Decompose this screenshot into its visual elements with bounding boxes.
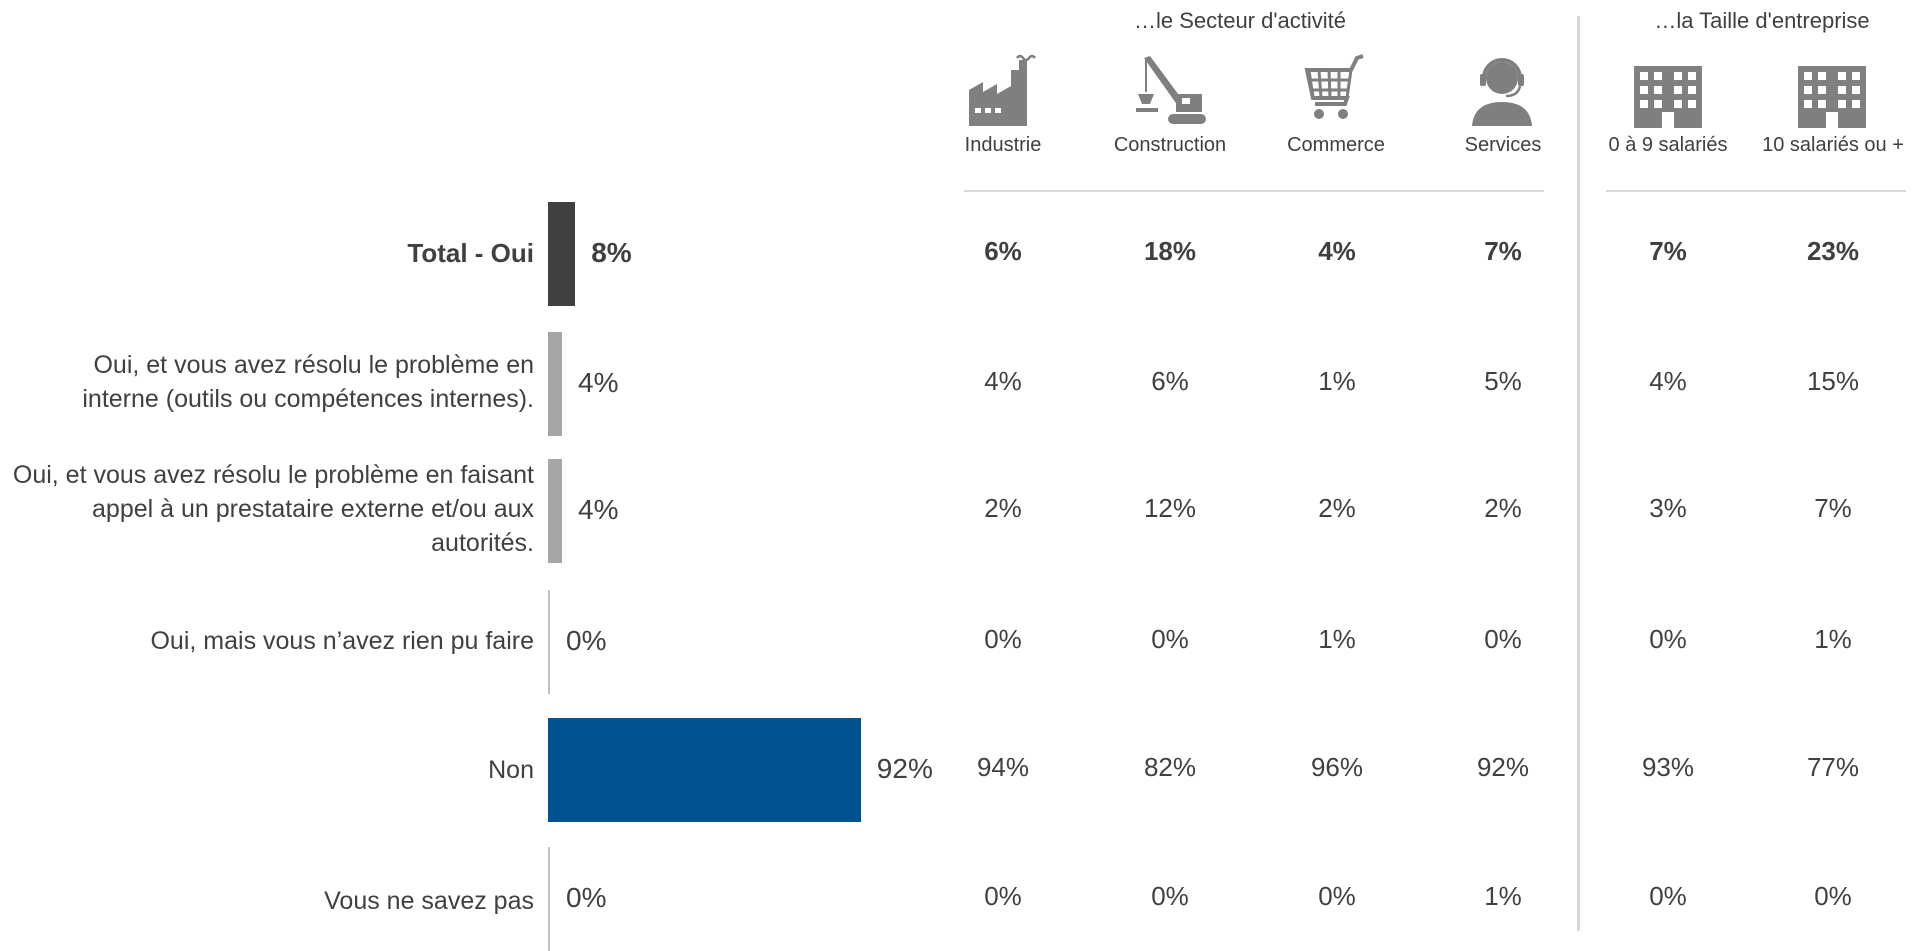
table-cell-r4-c0: 94%	[976, 752, 1030, 782]
row-label-oui-interne: Oui, et vous avez résolu le problème en …	[0, 348, 534, 416]
bar-0	[548, 202, 576, 306]
table-cell-r1-c5: 15%	[1806, 366, 1860, 396]
row-label-total-oui: Total - Oui	[407, 238, 534, 268]
table-cell-r0-c5: 23%	[1806, 236, 1860, 266]
table-cell-r5-c3: 1%	[1484, 881, 1522, 911]
row-label-oui-externe: Oui, et vous avez résolu le problème en …	[0, 458, 534, 560]
header-underline-sector	[964, 190, 1544, 192]
table-cell-r2-c0: 2%	[984, 493, 1022, 523]
table-cell-r1-c3: 5%	[1484, 366, 1522, 396]
table-cell-r4-c1: 82%	[1143, 752, 1197, 782]
table-cell-r3-c0: 0%	[984, 624, 1022, 654]
table-cell-r1-c0: 4%	[984, 366, 1022, 396]
shopping-cart-icon	[1304, 54, 1364, 119]
row-label-non: Non	[488, 756, 534, 784]
factory-icon	[969, 54, 1036, 126]
table-cell-r4-c5: 77%	[1806, 752, 1860, 782]
bar-value-label-4: 92%	[876, 753, 933, 784]
row-label-oui-interne-text: Oui, et vous avez résolu le problème en …	[82, 351, 534, 413]
group-title-size: …la Taille d'entreprise	[1654, 8, 1870, 33]
table-cell-r4-c3: 92%	[1476, 752, 1530, 782]
headset-agent-icon	[1472, 58, 1532, 126]
group-divider	[1577, 16, 1580, 931]
row-label-ne-sait-pas: Vous ne savez pas	[324, 887, 534, 915]
table-cell-r5-c5: 0%	[1814, 881, 1852, 911]
bar-2	[548, 459, 562, 563]
group-title-sector: …le Secteur d'activité	[1133, 8, 1347, 33]
table-cell-r5-c4: 0%	[1649, 881, 1687, 911]
table-cell-r0-c1: 18%	[1143, 236, 1197, 266]
table-cell-r4-c4: 93%	[1641, 752, 1695, 782]
header-underline-size	[1606, 190, 1906, 192]
table-cell-r5-c1: 0%	[1151, 881, 1189, 911]
table-cell-r3-c3: 0%	[1484, 624, 1522, 654]
table-cell-r3-c2: 1%	[1318, 624, 1356, 654]
bar-3	[548, 590, 550, 694]
row-label-oui-externe-text: Oui, et vous avez résolu le problème en …	[12, 461, 534, 557]
table-cell-r0-c4: 7%	[1649, 236, 1687, 266]
column-label-services: Services	[1464, 134, 1542, 156]
table-cell-r0-c2: 4%	[1318, 236, 1356, 266]
table-cell-r2-c2: 2%	[1318, 493, 1356, 523]
table-cell-r5-c2: 0%	[1318, 881, 1356, 911]
crane-icon	[1136, 56, 1206, 124]
bar-value-label-3: 0%	[566, 625, 607, 656]
table-cell-r1-c2: 1%	[1318, 366, 1356, 396]
row-label-oui-rien: Oui, mais vous n’avez rien pu faire	[150, 627, 534, 655]
bar-value-label-2: 4%	[578, 494, 619, 525]
table-cell-r0-c3: 7%	[1484, 236, 1522, 266]
table-cell-r3-c4: 0%	[1649, 624, 1687, 654]
column-label-construction: Construction	[1113, 134, 1227, 156]
column-label-0-9-salaries: 0 à 9 salariés	[1608, 134, 1728, 156]
table-cell-r1-c4: 4%	[1649, 366, 1687, 396]
table-cell-r3-c1: 0%	[1151, 624, 1189, 654]
table-cell-r2-c5: 7%	[1814, 493, 1852, 523]
column-label-industrie: Industrie	[964, 134, 1042, 156]
bar-value-label-1: 4%	[578, 367, 619, 398]
bar-1	[548, 332, 562, 436]
bar-4	[548, 718, 861, 822]
table-cell-r5-c0: 0%	[984, 881, 1022, 911]
bar-5	[548, 847, 550, 951]
table-cell-r2-c4: 3%	[1649, 493, 1687, 523]
table-cell-r0-c0: 6%	[984, 236, 1022, 266]
table-cell-r2-c3: 2%	[1484, 493, 1522, 523]
bar-value-label-0: 8%	[591, 237, 632, 268]
table-cell-r3-c5: 1%	[1814, 624, 1852, 654]
building-icon	[1634, 66, 1702, 128]
table-cell-r2-c1: 12%	[1143, 493, 1197, 523]
bar-value-label-5: 0%	[566, 882, 607, 913]
building-icon	[1798, 66, 1866, 128]
table-cell-r1-c1: 6%	[1151, 366, 1189, 396]
column-label-commerce: Commerce	[1287, 134, 1385, 156]
table-cell-r4-c2: 96%	[1310, 752, 1364, 782]
column-label-10-salaries-plus: 10 salariés ou +	[1762, 134, 1904, 156]
